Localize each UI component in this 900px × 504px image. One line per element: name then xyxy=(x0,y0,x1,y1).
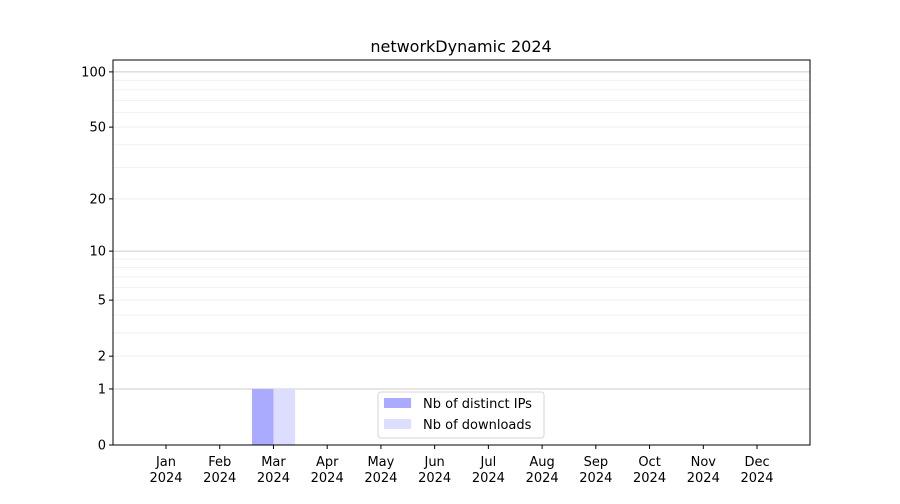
legend-swatch xyxy=(384,419,411,429)
y-tick-label: 5 xyxy=(98,294,106,309)
legend-swatch xyxy=(384,398,411,408)
legend-label: Nb of downloads xyxy=(423,418,532,433)
x-tick-label: Feb 2024 xyxy=(203,455,236,486)
legend: Nb of distinct IPs Nb of downloads xyxy=(377,391,545,439)
y-tick-label: 10 xyxy=(89,245,106,260)
y-tick-label: 50 xyxy=(89,121,106,136)
x-tick-label: Sep 2024 xyxy=(579,455,612,486)
x-tick-label: May 2024 xyxy=(364,455,397,486)
x-tick-label: Oct 2024 xyxy=(633,455,666,486)
y-tick-label: 0 xyxy=(98,439,106,454)
bar-distinct-ips xyxy=(251,388,274,445)
x-tick-label: Jul 2024 xyxy=(472,455,505,486)
y-tick-label: 2 xyxy=(98,350,106,365)
x-tick-label: Dec 2024 xyxy=(740,455,773,486)
y-tick-label: 1 xyxy=(98,382,106,397)
x-tick-label: Aug 2024 xyxy=(526,455,559,486)
legend-box xyxy=(377,391,545,439)
plot-frame xyxy=(112,59,811,446)
x-tick-label: Jun 2024 xyxy=(418,455,451,486)
x-tick-label: Jan 2024 xyxy=(149,455,182,486)
y-tick-label: 20 xyxy=(89,192,106,207)
legend-label: Nb of distinct IPs xyxy=(423,397,532,412)
bar-downloads xyxy=(273,388,295,445)
x-tick-label: Apr 2024 xyxy=(311,455,344,486)
x-tick-label: Mar 2024 xyxy=(257,455,290,486)
x-tick-label: Nov 2024 xyxy=(687,455,720,486)
y-tick-label: 100 xyxy=(81,65,106,80)
chart-title: networkDynamic 2024 xyxy=(370,37,551,56)
